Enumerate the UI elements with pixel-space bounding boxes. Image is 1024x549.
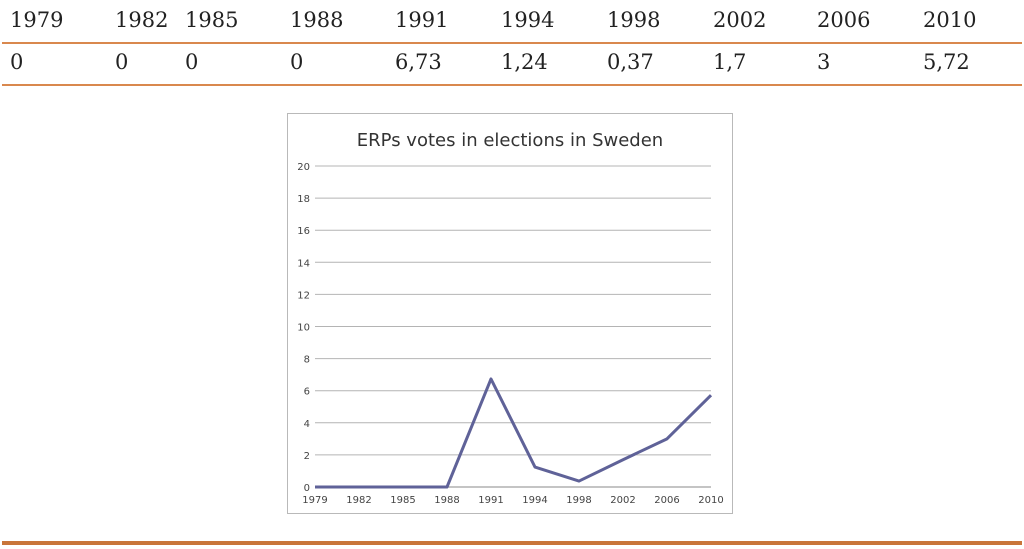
- year-cell: 1985: [185, 8, 239, 32]
- y-tick-label: 20: [297, 162, 310, 173]
- y-tick-label: 8: [304, 355, 310, 366]
- value-cell: 0: [185, 50, 199, 74]
- x-tick-label: 1982: [346, 495, 371, 506]
- value-cell: 1,7: [713, 50, 747, 74]
- year-cell: 1994: [501, 8, 555, 32]
- x-tick-label: 2006: [654, 495, 679, 506]
- x-tick-label: 2002: [610, 495, 635, 506]
- chart-title: ERPs votes in elections in Sweden: [357, 130, 663, 151]
- x-tick-label: 1991: [478, 495, 503, 506]
- y-tick-label: 16: [297, 226, 310, 237]
- y-tick-label: 12: [297, 290, 310, 301]
- value-cell: 0: [115, 50, 129, 74]
- x-tick-label: 1979: [302, 495, 327, 506]
- year-cell: 2010: [923, 8, 977, 32]
- value-cell: 5,72: [923, 50, 970, 74]
- x-tick-label: 1985: [390, 495, 415, 506]
- year-cell: 1988: [290, 8, 344, 32]
- value-cell: 6,73: [395, 50, 442, 74]
- year-cell: 2002: [713, 8, 767, 32]
- x-axis-ticks: 1979 1982 1985 1988 1991 1994 1998 2002 2006 2010: [302, 495, 723, 506]
- value-cell: 0: [10, 50, 24, 74]
- bottom-divider: [2, 541, 1022, 545]
- y-tick-label: 4: [304, 419, 310, 430]
- series-line-erp: [315, 377, 713, 489]
- y-tick-label: 2: [304, 451, 310, 462]
- year-cell: 1982: [115, 8, 169, 32]
- y-tick-label: 6: [304, 387, 310, 398]
- line-chart: ERPs votes in elections in Sweden 0 2 4 6 8 1…: [297, 130, 723, 506]
- x-tick-label: 2010: [698, 495, 723, 506]
- x-tick-label: 1994: [522, 495, 547, 506]
- table-values-row: 0 0 0 0 6,73 1,24 0,37 1,7 3 5,72: [2, 44, 1022, 86]
- year-cell: 1991: [395, 8, 449, 32]
- value-cell: 1,24: [501, 50, 548, 74]
- y-tick-label: 18: [297, 194, 310, 205]
- gridlines: [315, 165, 711, 488]
- y-tick-label: 10: [297, 323, 310, 334]
- value-cell: 0: [290, 50, 304, 74]
- x-tick-label: 1988: [434, 495, 459, 506]
- value-cell: 3: [817, 50, 831, 74]
- table-header-row: 1979 1982 1985 1988 1991 1994 1998 2002 …: [2, 0, 1022, 44]
- series-layer: [315, 377, 713, 489]
- value-cell: 0,37: [607, 50, 654, 74]
- year-cell: 1998: [607, 8, 661, 32]
- line-chart-container: ERPs votes in elections in Sweden 0 2 4 6 8 1…: [287, 113, 733, 514]
- year-cell: 1979: [10, 8, 64, 32]
- y-tick-label: 0: [304, 483, 310, 494]
- y-tick-label: 14: [297, 258, 310, 269]
- x-tick-label: 1998: [566, 495, 591, 506]
- election-data-table: 1979 1982 1985 1988 1991 1994 1998 2002 …: [2, 0, 1022, 86]
- y-axis-ticks: 0 2 4 6 8 10 12 14 16 18 20: [297, 162, 310, 494]
- year-cell: 2006: [817, 8, 871, 32]
